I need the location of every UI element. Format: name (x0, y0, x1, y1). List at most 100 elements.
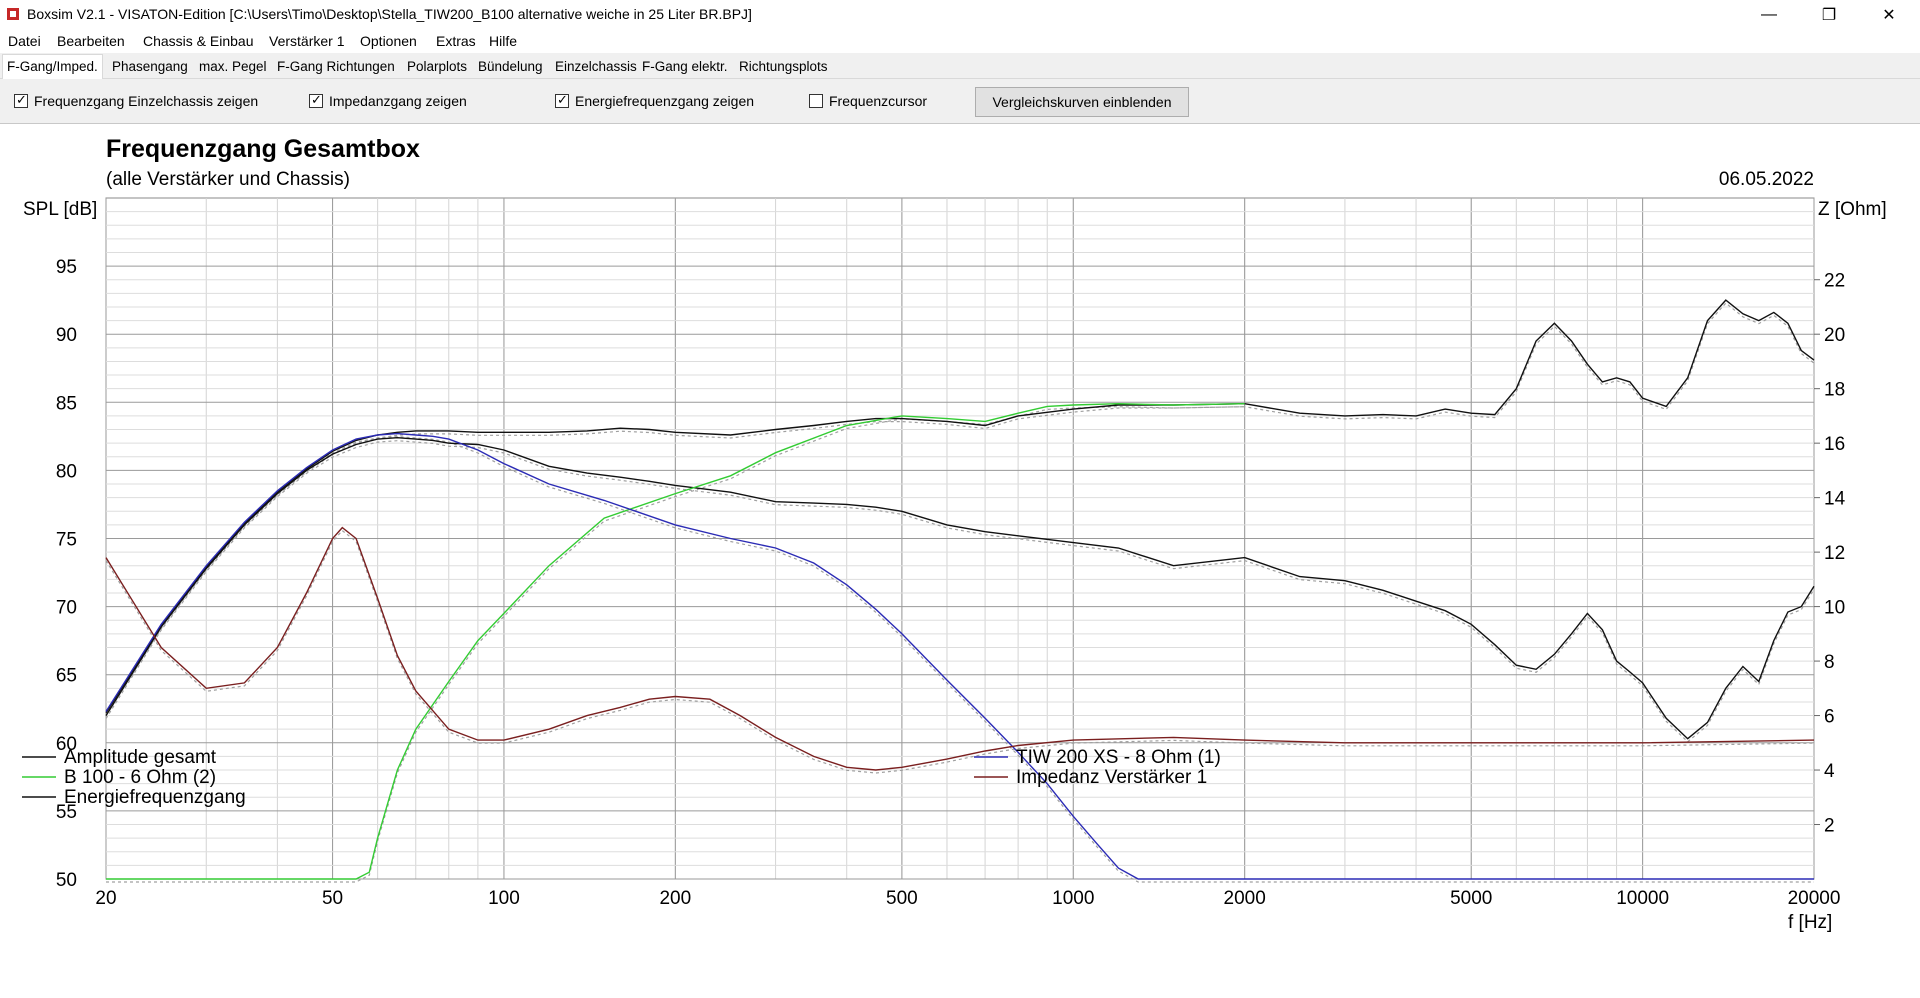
legend-item: B 100 - 6 Ohm (2) (22, 767, 216, 788)
comparison-curve-3 (105, 435, 1814, 883)
chart-ticks: 20 50 100 200 500 1000 2000 5000 10000 20000 50 55 6… (56, 257, 1846, 909)
x-axis-label: f [Hz] (1788, 912, 1832, 933)
y-axis-label-left: SPL [dB] (23, 199, 97, 220)
options-bar: ✓ Frequenzgang Einzelchassis zeigen ✓ Im… (0, 79, 1920, 124)
menu-bearbeiten[interactable]: Bearbeiten (57, 33, 125, 49)
minimize-button[interactable]: — (1746, 0, 1792, 29)
x-tick-label: 20 (95, 888, 116, 909)
checkbox-label: Energiefrequenzgang zeigen (575, 93, 755, 109)
chart-date: 06.05.2022 (1719, 169, 1814, 190)
series-line-2 (106, 402, 1245, 880)
menu-chassis-einbau[interactable]: Chassis & Einbau (143, 33, 254, 49)
menu-optionen[interactable]: Optionen (360, 33, 417, 49)
comparison-curve-2 (106, 406, 1245, 883)
y-tick-label-left: 75 (56, 530, 77, 551)
y-tick-label-right: 22 (1824, 271, 1845, 292)
y-tick-label-left: 90 (56, 325, 77, 346)
legend-label: B 100 - 6 Ohm (2) (64, 767, 216, 788)
menu-verstaerker[interactable]: Verstärker 1 (269, 33, 345, 49)
x-tick-label: 50 (322, 888, 343, 909)
frequency-response-chart[interactable]: 20 50 100 200 500 1000 2000 5000 10000 20000 50 55 6… (0, 124, 1920, 998)
y-tick-label-left: 80 (56, 461, 77, 482)
y-tick-label-left: 55 (56, 802, 77, 823)
y-tick-label-right: 12 (1824, 543, 1845, 564)
legend-item: Amplitude gesamt (22, 747, 217, 768)
y-tick-label-right: 4 (1824, 761, 1835, 782)
tab-richtungsplots[interactable]: Richtungsplots (739, 59, 828, 74)
y-tick-label-right: 18 (1824, 380, 1845, 401)
menu-hilfe[interactable]: Hilfe (489, 33, 518, 49)
series-line-3 (105, 432, 1814, 880)
tab-einzelchassis[interactable]: Einzelchassis (555, 59, 637, 74)
close-button[interactable]: ✕ (1866, 0, 1912, 29)
y-tick-label-left: 65 (56, 666, 77, 687)
tab-buendelung[interactable]: Bündelung (478, 59, 543, 74)
y-tick-label-left: 60 (56, 734, 77, 755)
checkbox-label: Impedanzgang zeigen (329, 93, 467, 109)
x-tick-label: 200 (659, 888, 691, 909)
minimize-icon: — (1761, 5, 1777, 23)
tab-fgang-elektr[interactable]: F-Gang elektr. (642, 59, 728, 74)
y-tick-label-right: 20 (1824, 325, 1845, 346)
legend-label: Energiefrequenzgang (64, 787, 246, 808)
chart-title: Frequenzgang Gesamtbox (106, 135, 420, 163)
y-tick-label-right: 10 (1824, 598, 1845, 619)
y-tick-label-left: 95 (56, 257, 77, 278)
series-line-4 (105, 526, 1815, 771)
window-title: Boxsim V2.1 - VISATON-Edition [C:\Users\… (27, 6, 752, 22)
checkbox-label: Frequenzgang Einzelchassis zeigen (34, 93, 259, 109)
maximize-button[interactable]: ❐ (1806, 0, 1852, 29)
y-tick-label-left: 50 (56, 870, 77, 891)
checkmark-icon: ✓ (311, 92, 322, 107)
y-tick-label-right: 16 (1824, 434, 1845, 455)
comparison-curve-0 (105, 302, 1815, 717)
legend-label: Amplitude gesamt (64, 747, 217, 768)
checkbox-label: Frequenzcursor (829, 93, 928, 109)
series-line-0 (105, 299, 1815, 714)
y-tick-label-right: 2 (1824, 816, 1835, 837)
title-bar: Boxsim V2.1 - VISATON-Edition [C:\Users\… (0, 0, 1920, 29)
x-tick-label: 10000 (1616, 888, 1669, 909)
comparison-curve-1 (105, 440, 1815, 743)
checkmark-icon: ✓ (557, 92, 568, 107)
menu-bar: Datei Bearbeiten Chassis & Einbau Verstä… (0, 29, 1920, 53)
y-tick-label-left: 85 (56, 393, 77, 414)
x-tick-label: 5000 (1450, 888, 1492, 909)
y-tick-label-right: 14 (1824, 489, 1846, 510)
tab-polarplots[interactable]: Polarplots (407, 59, 468, 74)
app-icon (7, 8, 19, 20)
y-tick-label-right: 6 (1824, 707, 1835, 728)
y-tick-label-right: 8 (1824, 652, 1835, 673)
chart-grid (105, 197, 1815, 880)
legend-label: TIW 200 XS - 8 Ohm (1) (1016, 747, 1221, 768)
tab-max-pegel[interactable]: max. Pegel (199, 59, 267, 74)
chart-curves (105, 299, 1815, 883)
plot-area: 20 50 100 200 500 1000 2000 5000 10000 20000 50 55 6… (0, 124, 1920, 998)
vergleichskurven-button[interactable]: Vergleichskurven einblenden (975, 87, 1189, 117)
restore-icon: ❐ (1821, 6, 1837, 24)
legend-item: Impedanz Verstärker 1 (974, 767, 1207, 788)
tab-bar: F-Gang/Imped. Phasengang max. Pegel F-Ga… (0, 53, 1920, 79)
checkbox-frequenzcursor[interactable] (809, 94, 823, 108)
tab-phasengang[interactable]: Phasengang (112, 59, 188, 74)
checkbox-energiefrequenzgang[interactable]: ✓ (555, 92, 569, 108)
chart-subtitle: (alle Verstärker und Chassis) (106, 169, 350, 190)
legend-label: Impedanz Verstärker 1 (1016, 767, 1207, 788)
x-tick-label: 1000 (1052, 888, 1094, 909)
tab-fgang-richtungen[interactable]: F-Gang Richtungen (277, 59, 395, 74)
tab-fgang-imped[interactable]: F-Gang/Imped. (2, 54, 103, 79)
series-line-1 (105, 436, 1815, 740)
x-tick-label: 100 (488, 888, 520, 909)
checkbox-impedanzgang[interactable]: ✓ (309, 92, 323, 108)
menu-datei[interactable]: Datei (8, 33, 41, 49)
x-tick-label: 500 (886, 888, 918, 909)
menu-extras[interactable]: Extras (436, 33, 476, 49)
checkmark-icon: ✓ (16, 92, 27, 107)
comparison-curve-4 (105, 529, 1815, 774)
close-icon: ✕ (1882, 6, 1896, 24)
legend-item: TIW 200 XS - 8 Ohm (1) (974, 747, 1221, 768)
y-axis-label-right: Z [Ohm] (1818, 199, 1887, 220)
checkbox-frequenzgang-einzelchassis[interactable]: ✓ (14, 92, 28, 108)
x-tick-label: 2000 (1224, 888, 1266, 909)
